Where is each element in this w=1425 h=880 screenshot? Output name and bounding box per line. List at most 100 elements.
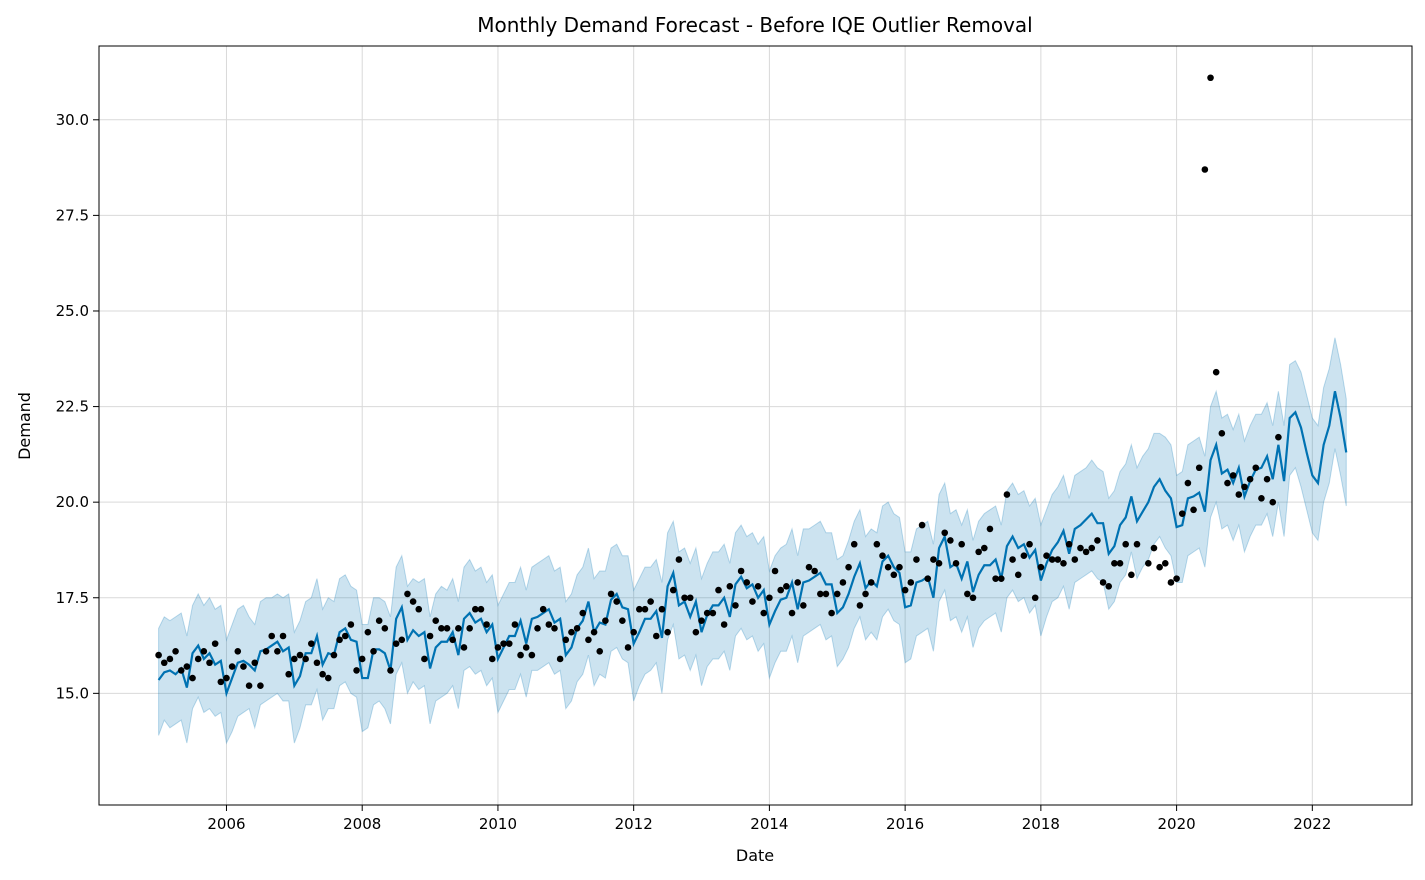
observed-point: [941, 529, 949, 537]
observed-point: [1026, 540, 1033, 548]
observed-point: [223, 674, 230, 682]
observed-point: [1031, 594, 1039, 602]
observed-point: [1088, 544, 1096, 552]
observed-point: [602, 617, 609, 624]
observed-point: [477, 605, 485, 613]
observed-point: [1150, 544, 1158, 552]
plot-frame: [98, 45, 1413, 806]
observed-point: [879, 552, 886, 559]
observed-point: [330, 651, 338, 659]
observed-point: [817, 590, 824, 598]
observed-point: [935, 560, 943, 567]
observed-point: [1218, 430, 1226, 437]
observed-point: [777, 586, 785, 594]
observed-point: [308, 640, 315, 647]
observed-point: [726, 582, 734, 590]
observed-point: [1043, 552, 1050, 559]
observed-point: [415, 605, 423, 613]
observed-point: [873, 540, 881, 548]
observed-point: [279, 632, 287, 640]
x-tick-label: 2014: [750, 815, 788, 833]
observed-point: [545, 621, 553, 628]
observed-point: [720, 621, 728, 628]
observed-point: [409, 598, 417, 605]
observed-point: [1048, 556, 1056, 563]
observed-point: [788, 609, 796, 617]
observed-point: [1122, 540, 1129, 548]
observed-point: [760, 609, 768, 617]
observed-point: [573, 625, 581, 632]
y-tick-label: 15.0: [56, 684, 89, 702]
observed-point: [585, 636, 592, 644]
observed-point: [347, 621, 355, 628]
observed-point: [1020, 552, 1028, 559]
observed-point: [1060, 560, 1067, 567]
observed-point: [296, 651, 304, 659]
observed-point: [189, 674, 196, 682]
observed-point: [155, 651, 162, 659]
x-tick-label: 2006: [207, 815, 245, 833]
observed-point: [607, 590, 615, 598]
observed-point: [160, 659, 168, 667]
observed-point: [1201, 166, 1209, 173]
observed-point: [669, 586, 677, 594]
observed-point: [997, 575, 1005, 582]
observed-point: [375, 617, 383, 624]
observed-point: [1212, 368, 1220, 376]
y-axis: 15.0 17.5 20.0 22.5 25.0 27.5 30.0: [56, 111, 99, 702]
observed-point: [986, 525, 994, 533]
observed-point: [913, 556, 920, 563]
observed-point: [867, 579, 875, 586]
observed-point: [1173, 575, 1180, 582]
observed-point: [443, 625, 451, 632]
observed-point: [596, 647, 604, 655]
observed-point: [845, 563, 852, 571]
observed-point: [992, 575, 999, 582]
observed-point: [240, 663, 247, 670]
uncertainty-band: [158, 337, 1347, 745]
observed-point: [800, 602, 807, 609]
observed-point: [1207, 74, 1214, 82]
observed-point: [636, 605, 643, 613]
x-tick-label: 2018: [1022, 815, 1060, 833]
observed-point: [1082, 548, 1090, 556]
observed-point: [947, 537, 954, 544]
observed-points: [155, 74, 1282, 689]
chart-title: Monthly Demand Forecast - Before IQE Out…: [477, 13, 1032, 37]
y-tick-label: 30.0: [56, 111, 89, 129]
observed-point: [302, 655, 309, 663]
observed-point: [285, 670, 292, 678]
x-axis-label: Date: [736, 846, 774, 865]
observed-point: [177, 667, 185, 674]
forecast-line-group: [157, 391, 1348, 698]
observed-point: [556, 655, 564, 663]
observed-point: [336, 636, 343, 644]
observed-point: [856, 602, 864, 609]
observed-point: [268, 632, 276, 640]
observed-point: [579, 609, 587, 617]
observed-point: [1246, 475, 1254, 483]
observed-point: [438, 625, 445, 632]
observed-point: [952, 560, 960, 567]
observed-point: [833, 590, 841, 598]
observed-point: [398, 636, 406, 644]
observed-point: [251, 659, 259, 667]
observed-point: [494, 644, 502, 651]
observed-point: [392, 640, 400, 647]
observed-point: [166, 655, 174, 663]
observed-point: [432, 617, 440, 624]
observed-point: [291, 655, 298, 663]
observed-point: [228, 663, 236, 670]
observed-point: [811, 567, 818, 575]
observed-point: [1178, 510, 1186, 517]
observed-point: [194, 655, 202, 663]
uncertainty-band-area: [158, 337, 1347, 745]
observed-point: [1224, 479, 1231, 487]
observed-point: [613, 598, 620, 605]
observed-point: [534, 625, 541, 632]
observed-point: [794, 579, 801, 586]
observed-point: [1009, 556, 1016, 563]
observed-point: [341, 632, 349, 640]
observed-point: [958, 540, 965, 548]
